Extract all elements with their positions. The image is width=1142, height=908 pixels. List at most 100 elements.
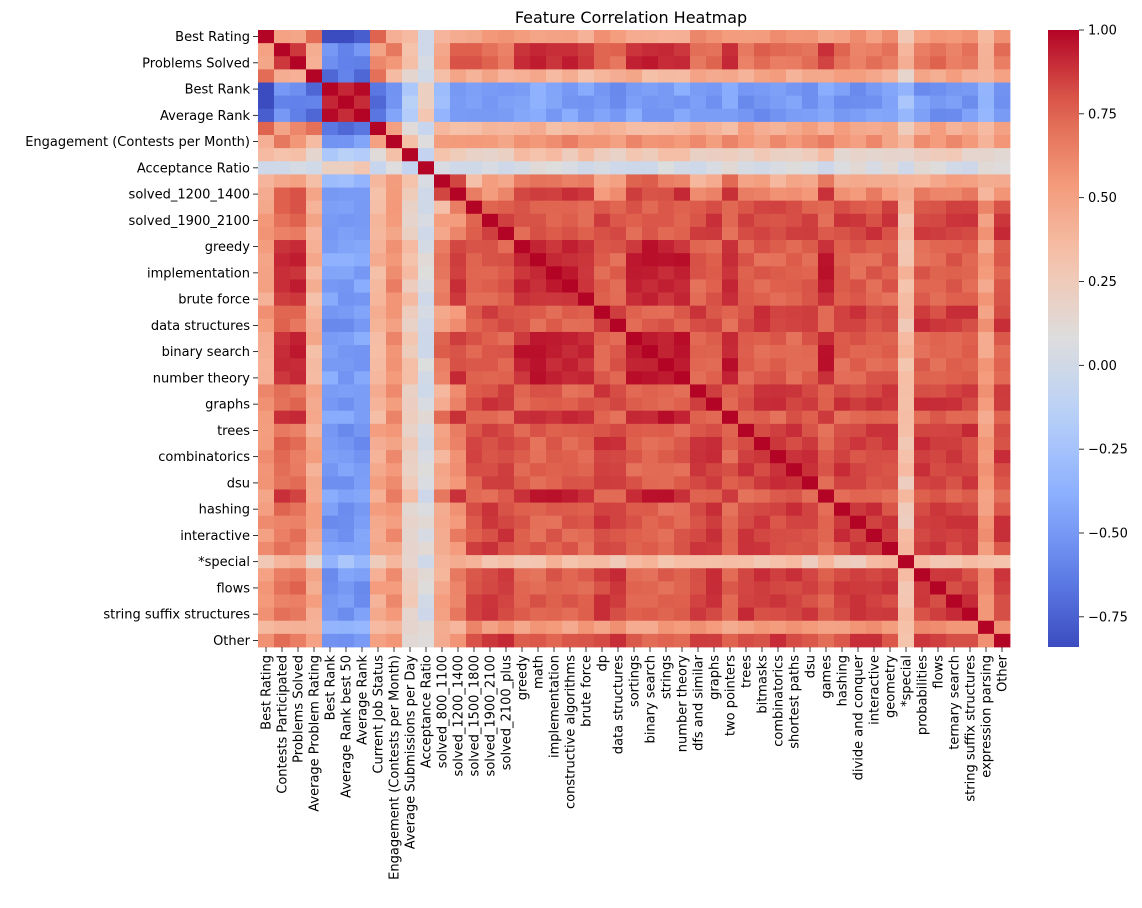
- heatmap-cell: [530, 161, 547, 175]
- heatmap-cell: [610, 187, 627, 202]
- heatmap-cell: [338, 30, 355, 44]
- heatmap-cell: [258, 397, 275, 412]
- heatmap-cell: [674, 633, 691, 648]
- colorbar-tick-label: −0.75: [1088, 610, 1128, 625]
- heatmap-cell: [354, 226, 371, 241]
- heatmap-cell: [978, 253, 995, 267]
- heatmap-cell: [834, 292, 851, 307]
- heatmap-cell: [274, 502, 291, 517]
- heatmap-cell: [674, 489, 691, 503]
- heatmap-cell: [402, 292, 419, 307]
- heatmap-cell: [914, 30, 931, 44]
- heatmap-cell: [402, 541, 419, 556]
- heatmap-cell: [402, 30, 419, 44]
- heatmap-cell: [434, 555, 451, 569]
- heatmap-cell: [338, 555, 355, 569]
- heatmap-cell: [722, 318, 739, 333]
- heatmap-cell: [866, 384, 883, 398]
- heatmap-cell: [530, 292, 547, 307]
- heatmap-cell: [418, 384, 435, 398]
- heatmap-cell: [818, 489, 835, 503]
- heatmap-cell: [338, 174, 355, 188]
- heatmap-cell: [962, 161, 979, 175]
- heatmap-cell: [834, 253, 851, 267]
- heatmap-cell: [354, 528, 371, 543]
- heatmap-cell: [722, 371, 739, 385]
- heatmap-cell: [610, 240, 627, 254]
- heatmap-cell: [946, 633, 963, 648]
- heatmap-cell: [674, 69, 691, 83]
- x-tick-label: Average Rank: [356, 655, 371, 745]
- heatmap-cell: [754, 30, 771, 44]
- heatmap-cell: [994, 594, 1011, 609]
- heatmap-cell: [354, 384, 371, 398]
- heatmap-cell: [290, 476, 307, 490]
- heatmap-cell: [322, 568, 339, 582]
- heatmap-cell: [546, 397, 563, 412]
- heatmap-cell: [738, 279, 755, 293]
- heatmap-cell: [258, 450, 275, 464]
- heatmap-cell: [690, 423, 707, 438]
- heatmap-cell: [354, 489, 371, 503]
- heatmap-cell: [338, 226, 355, 241]
- heatmap-cell: [594, 43, 611, 57]
- heatmap-cell: [658, 253, 675, 267]
- heatmap-cell: [450, 384, 467, 398]
- heatmap-cell: [306, 43, 323, 57]
- heatmap-cell: [674, 555, 691, 569]
- heatmap-cell: [706, 423, 723, 438]
- heatmap-cell: [306, 450, 323, 464]
- heatmap-cell: [482, 397, 499, 412]
- heatmap-cell: [722, 148, 739, 162]
- heatmap-cell: [674, 463, 691, 477]
- heatmap-cell: [562, 436, 579, 451]
- heatmap-cell: [866, 95, 883, 110]
- heatmap-cell: [434, 56, 451, 70]
- heatmap-cell: [274, 43, 291, 57]
- heatmap-cell: [722, 69, 739, 83]
- heatmap-cell: [962, 423, 979, 438]
- heatmap-cell: [322, 541, 339, 556]
- heatmap-cell: [290, 148, 307, 162]
- heatmap-cell: [626, 528, 643, 543]
- heatmap-cell: [626, 292, 643, 307]
- heatmap-cell: [514, 318, 531, 333]
- heatmap-cell: [418, 161, 435, 175]
- heatmap-cell: [786, 528, 803, 543]
- heatmap-cell: [690, 240, 707, 254]
- heatmap-cell: [370, 397, 387, 412]
- heatmap-cell: [914, 515, 931, 530]
- heatmap-cell: [482, 82, 499, 97]
- heatmap-cell: [674, 331, 691, 346]
- heatmap-cell: [466, 541, 483, 556]
- heatmap-cell: [386, 135, 403, 149]
- heatmap-cell: [418, 240, 435, 254]
- heatmap-cell: [434, 226, 451, 241]
- heatmap-cell: [802, 266, 819, 280]
- heatmap-cell: [258, 410, 275, 425]
- heatmap-cell: [482, 148, 499, 162]
- heatmap-cell: [338, 213, 355, 228]
- heatmap-cell: [498, 489, 515, 503]
- heatmap-cell: [274, 187, 291, 202]
- heatmap-cell: [850, 95, 867, 110]
- heatmap-cell: [594, 135, 611, 149]
- heatmap-cell: [530, 450, 547, 464]
- heatmap-cell: [706, 594, 723, 609]
- heatmap-cell: [562, 95, 579, 110]
- heatmap-cell: [658, 502, 675, 517]
- heatmap-cell: [914, 358, 931, 372]
- heatmap-cell: [290, 121, 307, 136]
- heatmap-cell: [962, 358, 979, 372]
- heatmap-cell: [930, 515, 947, 530]
- heatmap-cell: [530, 135, 547, 149]
- heatmap-cell: [882, 292, 899, 307]
- heatmap-cell: [882, 174, 899, 188]
- heatmap-cell: [674, 56, 691, 70]
- heatmap-cell: [834, 318, 851, 333]
- heatmap-cell: [930, 476, 947, 490]
- heatmap-cell: [466, 594, 483, 609]
- heatmap-cell: [306, 253, 323, 267]
- heatmap-cell: [658, 620, 675, 635]
- heatmap-cell: [866, 213, 883, 228]
